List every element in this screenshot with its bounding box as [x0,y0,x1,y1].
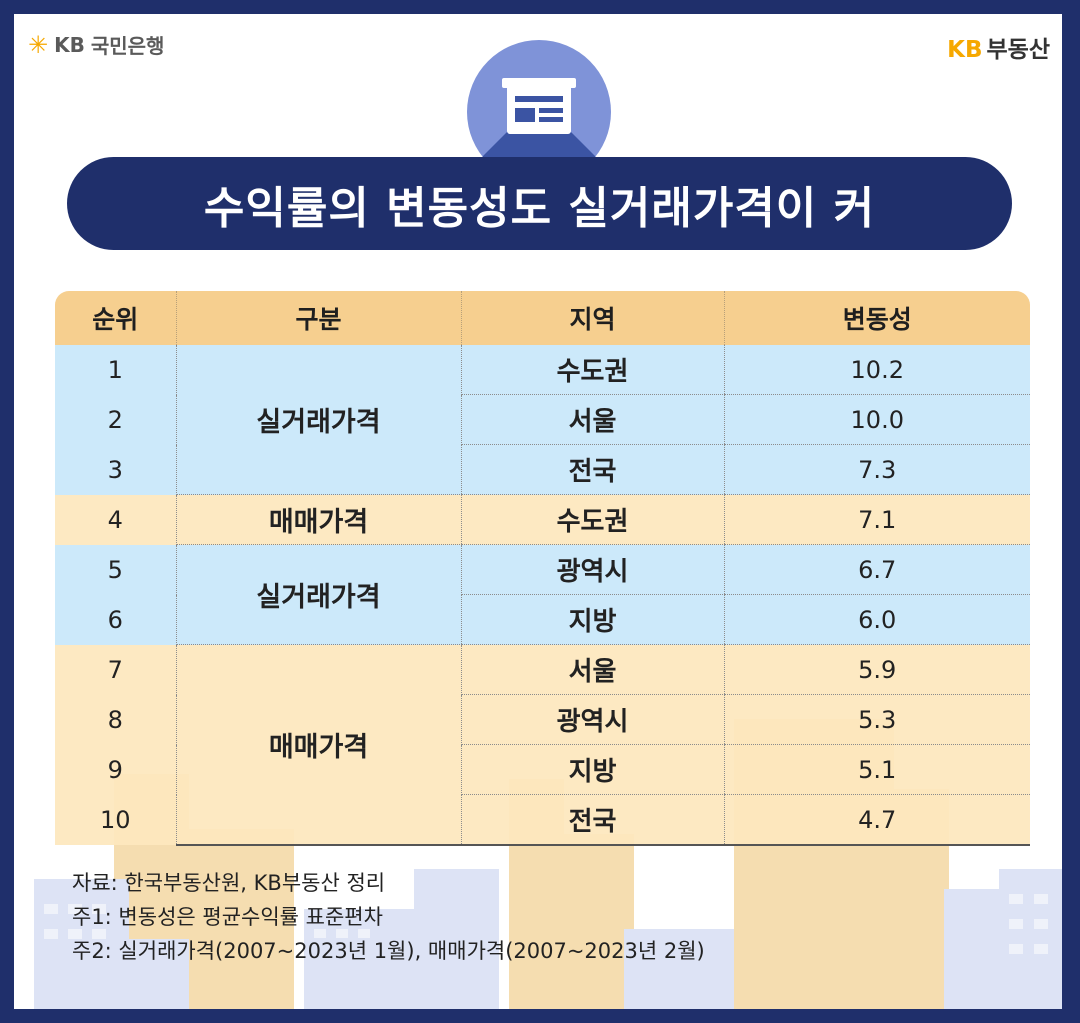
rank-cell: 10 [55,794,176,845]
region-cell: 지방 [460,594,724,645]
volatility-cell: 5.9 [723,644,1030,695]
region-cell: 광역시 [460,544,724,595]
rank-cell: 7 [55,644,176,695]
region-cell: 지방 [460,744,724,795]
re-logo-text: 부동산 [986,37,1050,63]
volatility-cell: 6.0 [723,594,1030,645]
table-row: 7 매매가격 서울 5.9 [55,644,1030,846]
header-region: 지역 [460,291,724,345]
table-row: 10 전국 4.7 [55,794,1030,846]
volatility-cell: 5.1 [723,744,1030,795]
rank-cell: 2 [55,394,176,445]
table-row: 8 광역시 5.3 [55,694,1030,745]
kb-star-icon: ✳ [28,30,49,59]
region-cell: 전국 [460,794,724,846]
region-cell: 수도권 [460,494,724,545]
page-title: 수익률의 변동성도 실거래가격이 커 [203,182,876,234]
kb-realestate-logo: KB 부동산 [947,30,1050,64]
table-row: 4 매매가격 수도권 7.1 [55,494,1030,545]
volatility-cell: 7.1 [723,494,1030,545]
region-cell: 광역시 [460,694,724,745]
rank-cell: 5 [55,544,176,595]
volatility-cell: 4.7 [723,794,1030,846]
header-volatility: 변동성 [723,291,1030,345]
rank-cell: 4 [55,494,176,545]
category-cell: 실거래가격 [175,544,461,645]
region-cell: 전국 [460,444,724,495]
region-cell: 서울 [460,394,724,445]
re-logo-kb: KB [947,37,983,63]
header-category: 구분 [175,291,461,345]
category-cell: 매매가격 [175,644,461,846]
table-row: 5 실거래가격 광역시 6.7 [55,544,1030,645]
region-cell: 서울 [460,644,724,695]
city-skyline-background [34,719,1062,1009]
table-row: 6 지방 6.0 [55,594,1030,645]
category-cell: 실거래가격 [175,345,461,495]
volatility-cell: 6.7 [723,544,1030,595]
table-row: 1 실거래가격 수도권 10.2 [55,345,1030,495]
note-source: 자료: 한국부동산원, KB부동산 정리 [72,871,386,895]
note-2: 주2: 실거래가격(2007~2023년 1월), 매매가격(2007~2023… [72,939,705,963]
rank-cell: 9 [55,744,176,795]
volatility-cell: 10.0 [723,394,1030,445]
bank-logo-text: 국민은행 [90,34,165,58]
rank-cell: 3 [55,444,176,495]
region-cell: 수도권 [460,345,724,395]
rank-cell: 6 [55,594,176,645]
kb-bank-logo: ✳ KB 국민은행 [28,30,164,59]
rank-cell: 8 [55,694,176,745]
volatility-cell: 7.3 [723,444,1030,495]
volatility-cell: 10.2 [723,345,1030,395]
title-banner: 수익률의 변동성도 실거래가격이 커 [67,157,1012,250]
table-header-row: 순위 구분 지역 변동성 [55,291,1030,345]
header-rank: 순위 [55,291,176,345]
rank-cell: 1 [55,345,176,395]
volatility-cell: 5.3 [723,694,1030,745]
bank-logo-kb: KB [54,32,85,57]
table-row: 2 서울 10.0 [55,394,1030,445]
table-row: 9 지방 5.1 [55,744,1030,795]
volatility-table: 순위 구분 지역 변동성 1 실거래가격 수도권 10.2 2 서울 10.0 … [55,291,1030,846]
source-notes: 자료: 한국부동산원, KB부동산 정리 주1: 변동성은 평균수익률 표준편차… [72,866,705,968]
table-row: 3 전국 7.3 [55,444,1030,495]
infographic-frame: ✳ KB 국민은행 KB 부동산 [14,14,1062,1009]
note-1: 주1: 변동성은 평균수익률 표준편차 [72,905,383,929]
category-cell: 매매가격 [175,494,461,545]
